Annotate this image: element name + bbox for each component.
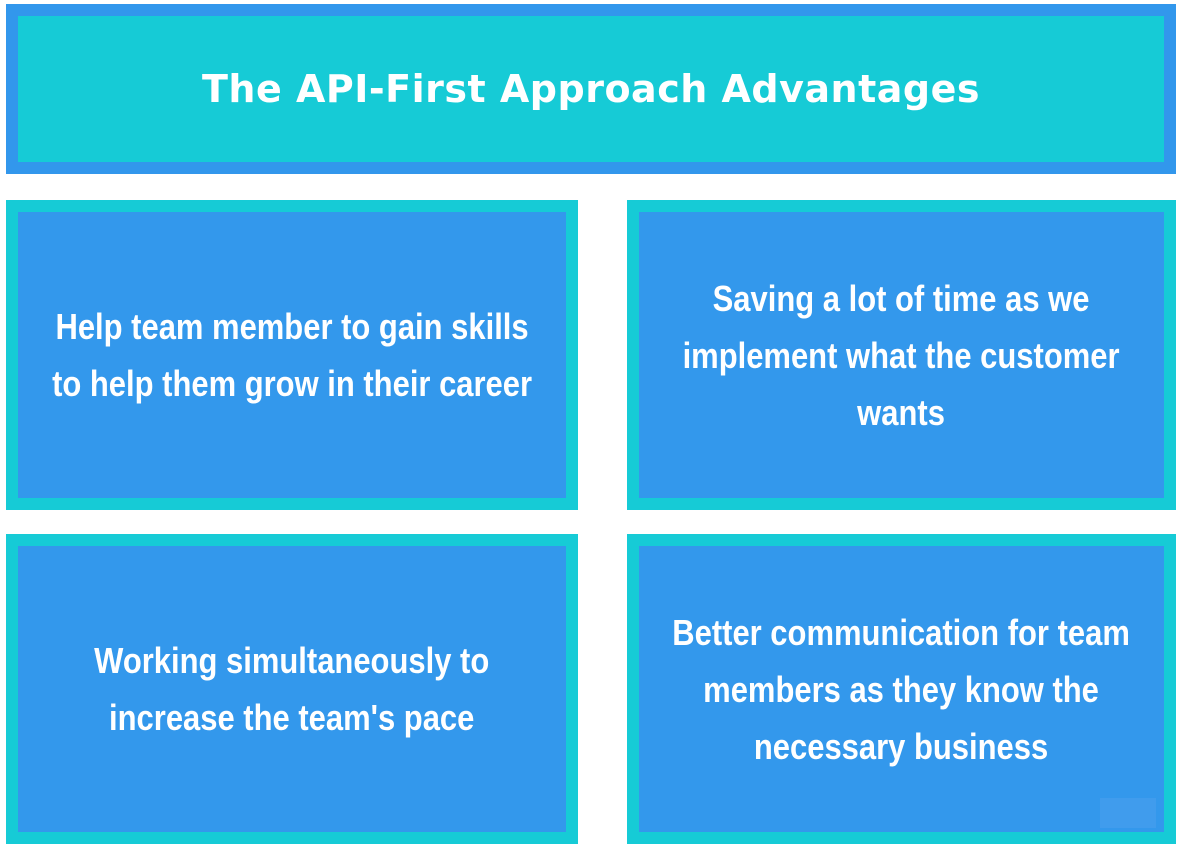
corner-watermark: [1100, 798, 1156, 828]
title-banner: The API-First Approach Advantages: [6, 4, 1176, 174]
advantage-card-text: Saving a lot of time as we implement wha…: [683, 270, 1120, 441]
card-line: Working simultaneously to: [94, 640, 490, 681]
diagram-title: The API-First Approach Advantages: [202, 67, 980, 111]
card-line: implement what the customer: [683, 334, 1120, 376]
advantage-card-skills: Help team member to gain skills to help …: [6, 200, 578, 510]
card-line: to help them grow in their career: [52, 363, 532, 404]
card-line: Saving a lot of time as we: [713, 277, 1090, 319]
advantage-card-text: Better communication for team members as…: [673, 604, 1131, 775]
advantage-card-time: Saving a lot of time as we implement wha…: [627, 200, 1176, 510]
card-line: members as they know the: [703, 668, 1100, 710]
advantage-card-communication: Better communication for team members as…: [627, 534, 1176, 844]
card-line: necessary business: [754, 725, 1049, 767]
card-line: increase the team's pace: [109, 697, 475, 738]
advantage-card-text: Help team member to gain skills to help …: [52, 298, 532, 412]
card-line: wants: [857, 391, 946, 433]
advantage-card-text: Working simultaneously to increase the t…: [94, 632, 489, 746]
card-line: Help team member to gain skills: [55, 306, 529, 347]
card-line: Better communication for team: [672, 611, 1131, 653]
advantage-card-pace: Working simultaneously to increase the t…: [6, 534, 578, 844]
